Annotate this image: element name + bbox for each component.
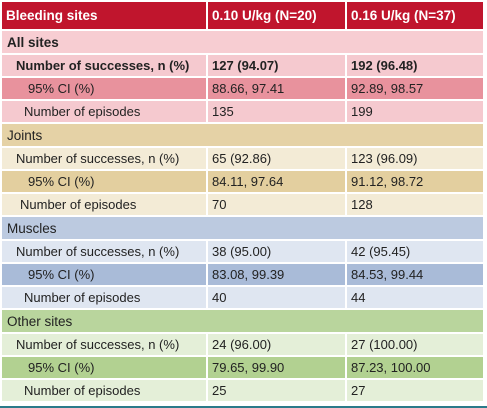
value-dose-low: 70 <box>208 194 347 215</box>
table-row: 95% CI (%) 88.66, 97.41 92.89, 98.57 <box>2 78 483 101</box>
table-row: Number of successes, n (%) 38 (95.00) 42 (… <box>2 241 483 264</box>
row-label: Number of successes, n (%) <box>2 55 208 76</box>
value-dose-high: 27 <box>347 380 483 401</box>
value-dose-high: 42 (95.45) <box>347 241 483 262</box>
value-dose-high: 123 (96.09) <box>347 148 483 169</box>
row-label: Number of episodes <box>2 101 208 122</box>
value-dose-low: 88.66, 97.41 <box>208 78 347 99</box>
section-row-other-sites: Other sites <box>2 310 483 334</box>
row-label: Number of successes, n (%) <box>2 148 208 169</box>
value-dose-low: 38 (95.00) <box>208 241 347 262</box>
value-dose-high: 84.53, 99.44 <box>347 264 483 285</box>
row-label: Number of successes, n (%) <box>2 334 208 355</box>
value-dose-high: 128 <box>347 194 483 215</box>
header-bleeding-sites: Bleeding sites <box>2 2 208 29</box>
value-dose-high: 87.23, 100.00 <box>347 357 483 378</box>
value-dose-high: 44 <box>347 287 483 308</box>
value-dose-high: 91.12, 98.72 <box>347 171 483 192</box>
section-title: Muscles <box>2 217 483 239</box>
value-dose-low: 135 <box>208 101 347 122</box>
section-row-muscles: Muscles <box>2 217 483 241</box>
row-label: Number of successes, n (%) <box>2 241 208 262</box>
table-body: All sites Number of successes, n (%) 127 (… <box>2 31 483 403</box>
section-title: All sites <box>2 31 483 53</box>
header-dose-high: 0.16 U/kg (N=37) <box>351 8 456 23</box>
row-label: 95% CI (%) <box>2 171 208 192</box>
table-row: Number of successes, n (%) 65 (92.86) 123 … <box>2 148 483 171</box>
value-dose-low: 40 <box>208 287 347 308</box>
header-dose-low: 0.10 U/kg (N=20) <box>208 2 347 29</box>
table-row: Number of episodes 70 128 <box>2 194 483 217</box>
bottom-divider <box>0 406 487 408</box>
value-dose-low: 79.65, 99.90 <box>208 357 347 378</box>
value-dose-low: 83.08, 99.39 <box>208 264 347 285</box>
row-label: Number of episodes <box>2 380 208 401</box>
table-row: Number of episodes 135 199 <box>2 101 483 124</box>
value-dose-low: 65 (92.86) <box>208 148 347 169</box>
table-row: 95% CI (%) 79.65, 99.90 87.23, 100.00 <box>2 357 483 380</box>
section-row-joints: Joints <box>2 124 483 148</box>
value-dose-high: 27 (100.00) <box>347 334 483 355</box>
table-row: Number of successes, n (%) 24 (96.00) 27 (… <box>2 334 483 357</box>
value-dose-low: 127 (94.07) <box>208 55 347 76</box>
section-title: Other sites <box>2 310 483 332</box>
value-dose-low: 25 <box>208 380 347 401</box>
table-row: 95% CI (%) 83.08, 99.39 84.53, 99.44 <box>2 264 483 287</box>
row-label: 95% CI (%) <box>2 264 208 285</box>
table-row: Number of episodes 25 27 <box>2 380 483 403</box>
value-dose-high: 199 <box>347 101 483 122</box>
table-row: Number of successes, n (%) 127 (94.07) 192… <box>2 55 483 78</box>
row-label: 95% CI (%) <box>2 357 208 378</box>
table-row: Number of episodes 40 44 <box>2 287 483 310</box>
value-dose-high: 92.89, 98.57 <box>347 78 483 99</box>
bleeding-sites-table: Bleeding sites 0.10 U/kg (N=20) 0.16 U/k… <box>2 2 483 403</box>
value-dose-low: 84.11, 97.64 <box>208 171 347 192</box>
row-label: Number of episodes <box>2 287 208 308</box>
value-dose-high: 192 (96.48) <box>347 55 483 76</box>
value-dose-low: 24 (96.00) <box>208 334 347 355</box>
section-title: Joints <box>2 124 483 146</box>
row-label: 95% CI (%) <box>2 78 208 99</box>
table-row: 95% CI (%) 84.11, 97.64 91.12, 98.72 <box>2 171 483 194</box>
section-row-all-sites: All sites <box>2 31 483 55</box>
header-row: Bleeding sites 0.10 U/kg (N=20) 0.16 U/k… <box>2 2 483 31</box>
row-label: Number of episodes <box>2 194 208 215</box>
